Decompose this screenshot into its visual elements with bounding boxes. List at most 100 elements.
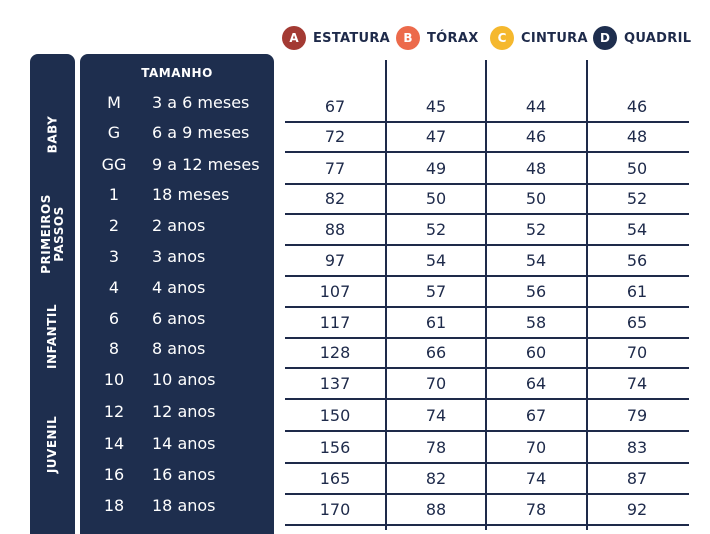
row-divider [285, 244, 689, 246]
row-divider [285, 398, 689, 400]
measurement-cell-c: 56 [525, 282, 547, 301]
category-label-infantil: INFANTIL [45, 304, 59, 369]
measurement-cell-a: 117 [319, 313, 351, 332]
measurement-cell-d: 56 [626, 251, 648, 270]
legend-badge-b: B [396, 26, 420, 50]
measurement-cell-d: 70 [626, 343, 648, 362]
measurement-cell-c: 67 [525, 406, 547, 425]
measurement-cell-b: 66 [425, 343, 447, 362]
legend-item-estatura: A ESTATURA [282, 26, 390, 50]
size-row: 14 14 anos [80, 429, 274, 459]
measurement-cell-d: 46 [626, 97, 648, 116]
measurement-cell-d: 74 [626, 374, 648, 393]
size-age: 8 anos [152, 339, 206, 358]
size-code: 4 [108, 278, 120, 297]
measurement-cell-b: 70 [425, 374, 447, 393]
size-age: 9 a 12 meses [152, 155, 260, 174]
measurement-cell-a: 156 [319, 438, 351, 457]
size-age: 6 a 9 meses [152, 123, 250, 142]
size-age: 6 anos [152, 309, 206, 328]
row-divider [285, 306, 689, 308]
size-code: 18 [103, 496, 125, 515]
legend-item-torax: B TÓRAX [396, 26, 479, 50]
size-row: 10 10 anos [80, 365, 274, 395]
size-panel: TAMANHO M 3 a 6 meses G 6 a 9 meses GG 9 a 12… [80, 54, 274, 534]
measurement-cell-c: 52 [525, 220, 547, 239]
measurement-cell-b: 54 [425, 251, 447, 270]
size-row: 12 12 anos [80, 397, 274, 427]
legend-badge-d: D [593, 26, 617, 50]
measurement-cell-a: 88 [324, 220, 346, 239]
legend-label-estatura: ESTATURA [313, 30, 391, 46]
column-divider [485, 60, 487, 530]
category-juvenil: JUVENIL [30, 394, 75, 494]
size-row: 8 8 anos [80, 334, 274, 364]
measurement-cell-c: 60 [525, 343, 547, 362]
measurement-cell-c: 58 [525, 313, 547, 332]
row-divider [285, 367, 689, 369]
measurement-cell-b: 82 [425, 469, 447, 488]
measurement-cell-b: 47 [425, 127, 447, 146]
measurement-cell-a: 97 [324, 251, 346, 270]
measurement-cell-a: 165 [319, 469, 351, 488]
column-divider [385, 60, 387, 530]
measurement-cell-d: 65 [626, 313, 648, 332]
measurement-cell-a: 137 [319, 374, 351, 393]
column-divider [586, 60, 588, 530]
size-row: 6 6 anos [80, 304, 274, 334]
size-row: 3 3 anos [80, 242, 274, 272]
measurement-cell-c: 78 [525, 500, 547, 519]
measurement-legend: A ESTATURA B TÓRAX C CINTURA D QUADRIL [282, 26, 702, 52]
size-code: 14 [103, 434, 125, 453]
size-age: 16 anos [152, 465, 216, 484]
measurement-cell-c: 54 [525, 251, 547, 270]
row-divider [285, 213, 689, 215]
size-code: 2 [108, 216, 120, 235]
row-divider [285, 275, 689, 277]
category-panel: BABY PRIMEIROS PASSOS INFANTIL JUVENIL [30, 54, 75, 534]
size-row: 2 2 anos [80, 211, 274, 241]
category-baby: BABY [30, 84, 75, 184]
size-code: 1 [108, 185, 120, 204]
row-divider [285, 183, 689, 185]
measurement-cell-c: 70 [525, 438, 547, 457]
legend-label-cintura: CINTURA [521, 30, 588, 46]
measurement-cell-a: 77 [324, 159, 346, 178]
measurement-cell-d: 52 [626, 189, 648, 208]
measurement-cell-d: 92 [626, 500, 648, 519]
size-age: 18 meses [152, 185, 230, 204]
size-column-header: TAMANHO [141, 66, 213, 80]
measurement-cell-b: 88 [425, 500, 447, 519]
size-age: 10 anos [152, 370, 216, 389]
measurement-cell-d: 50 [626, 159, 648, 178]
measurement-cell-c: 44 [525, 97, 547, 116]
measurement-cell-b: 49 [425, 159, 447, 178]
measurement-cell-c: 74 [525, 469, 547, 488]
size-age: 3 anos [152, 247, 206, 266]
row-divider [285, 121, 689, 123]
size-code: 3 [108, 247, 120, 266]
size-row: M 3 a 6 meses [80, 88, 274, 118]
category-primeiros-passos: PRIMEIROS PASSOS [30, 184, 75, 284]
measurement-cell-b: 78 [425, 438, 447, 457]
measurement-cell-d: 48 [626, 127, 648, 146]
size-row: 1 18 meses [80, 180, 274, 210]
legend-item-quadril: D QUADRIL [593, 26, 691, 50]
measurement-cell-b: 74 [425, 406, 447, 425]
size-age: 12 anos [152, 402, 216, 421]
row-divider [285, 430, 689, 432]
measurement-cell-c: 46 [525, 127, 547, 146]
size-code: G [107, 123, 121, 142]
measurement-cell-c: 64 [525, 374, 547, 393]
measurement-cell-a: 67 [324, 97, 346, 116]
measurement-cell-b: 52 [425, 220, 447, 239]
size-age: 2 anos [152, 216, 206, 235]
measurement-cell-c: 50 [525, 189, 547, 208]
legend-label-quadril: QUADRIL [624, 30, 692, 46]
row-divider [285, 493, 689, 495]
measurement-cell-d: 79 [626, 406, 648, 425]
size-code: M [107, 93, 121, 112]
measurement-cell-a: 150 [319, 406, 351, 425]
measurements-table: 67 45 44 46 72 47 46 48 77 49 48 50 82 50 50 52 88 52 52 54… [285, 60, 689, 530]
row-divider [285, 524, 689, 526]
